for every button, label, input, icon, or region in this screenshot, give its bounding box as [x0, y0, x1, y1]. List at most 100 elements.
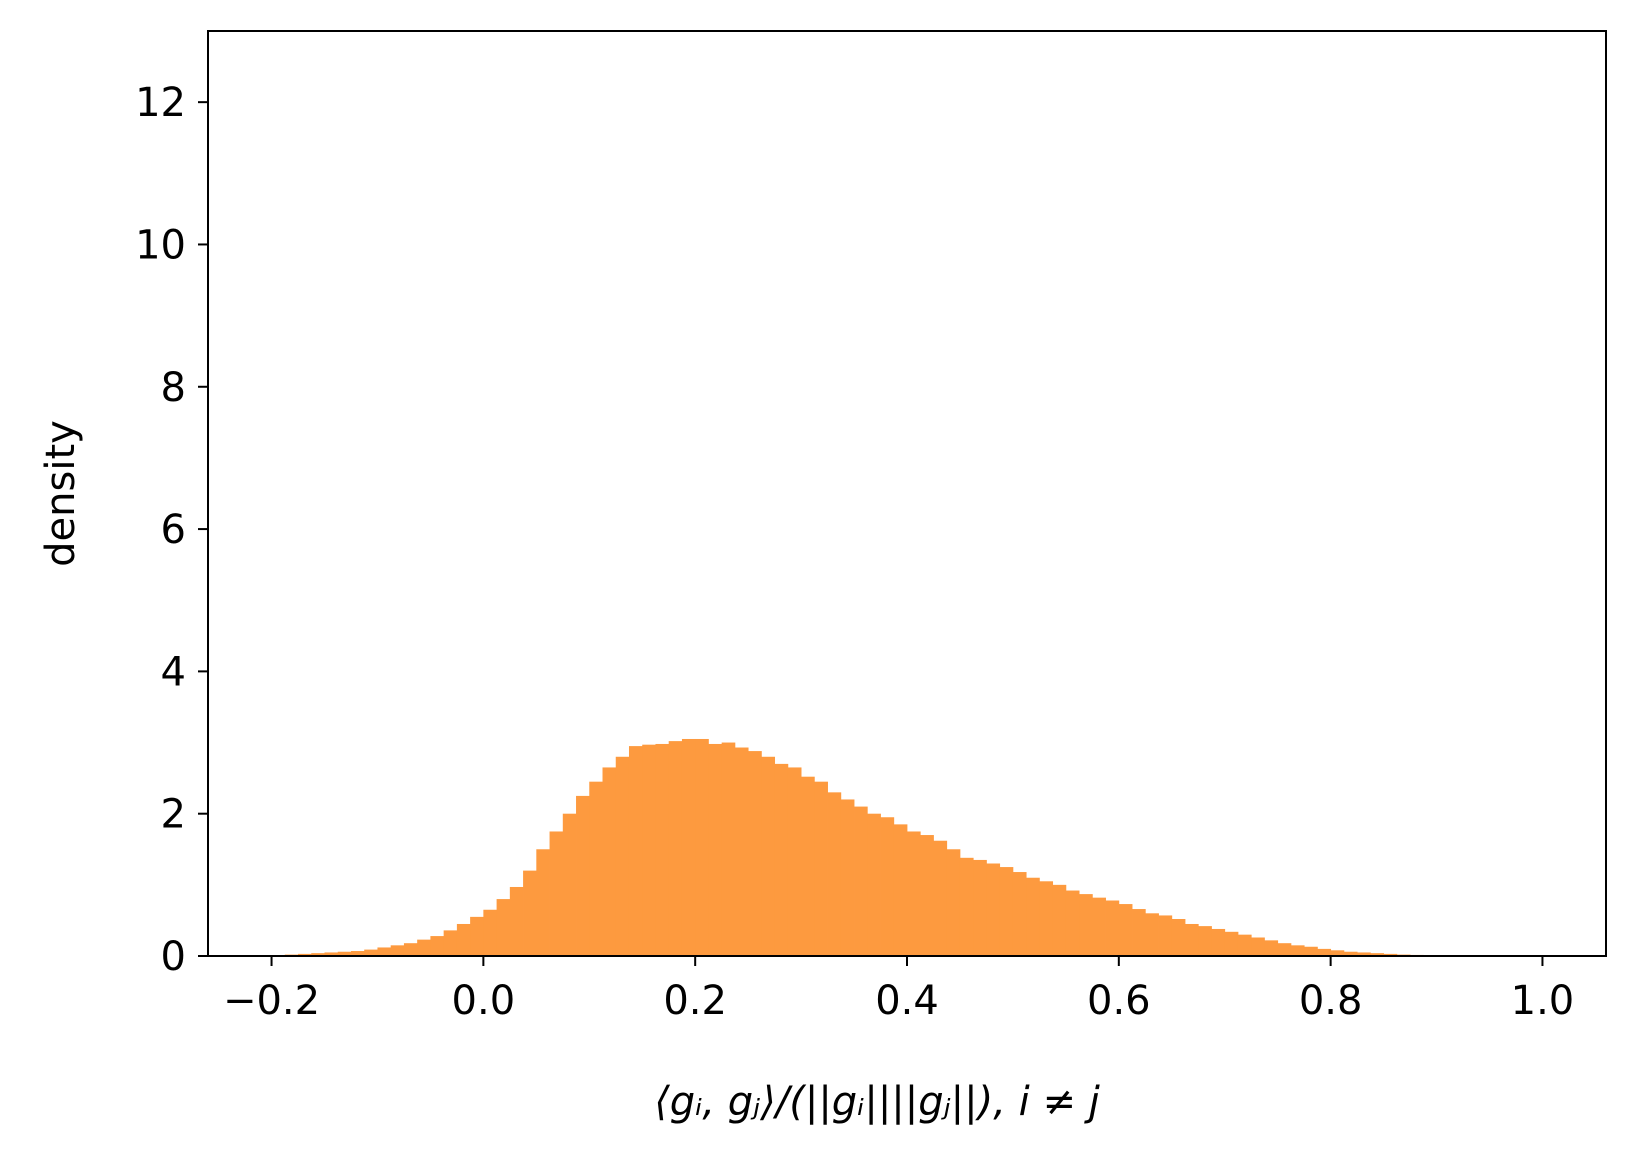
histogram-bar	[602, 767, 617, 956]
histogram-bar	[615, 756, 630, 956]
histogram-bar	[509, 886, 524, 956]
histogram-bar	[628, 746, 643, 956]
histogram-bar	[695, 738, 709, 956]
histogram-bar	[867, 813, 881, 956]
histogram-bar	[854, 806, 868, 956]
histogram-bar	[1105, 900, 1120, 956]
histogram-bar	[1370, 953, 1384, 956]
y-tick-label: 10	[135, 222, 186, 268]
histogram-bar	[1026, 877, 1040, 956]
histogram-bar	[1158, 915, 1173, 956]
histogram-bar	[324, 952, 339, 956]
histogram-bar	[1211, 928, 1226, 956]
histogram-bar	[920, 835, 934, 956]
histogram-bar	[1383, 953, 1398, 956]
histogram-bar	[907, 831, 921, 956]
histogram-bar	[1330, 950, 1345, 956]
histogram-bar	[1052, 884, 1067, 956]
histogram-bar	[576, 795, 590, 956]
y-tick-label: 6	[161, 507, 186, 553]
histogram-bar	[337, 951, 352, 956]
plot-frame	[207, 30, 1607, 957]
histogram-bar	[999, 867, 1014, 956]
histogram-bar	[403, 943, 418, 956]
histogram-bar	[946, 849, 961, 956]
histogram-bar	[430, 936, 445, 956]
y-axis-ticks: 0 2 4 6 8 10 12	[135, 80, 208, 980]
histogram-bar	[986, 863, 1001, 956]
histogram-bar	[496, 899, 511, 956]
x-tick-label: 0.8	[1299, 978, 1363, 1024]
histogram-bar	[1317, 948, 1332, 956]
histogram-bar	[311, 953, 325, 956]
histogram-bar	[562, 813, 577, 956]
histogram-bar	[1357, 952, 1371, 956]
histogram-bar	[827, 792, 842, 956]
histogram-bar	[1132, 909, 1146, 956]
x-tick-label: 0.0	[452, 978, 516, 1024]
histogram-bar	[1092, 897, 1106, 956]
histogram-bar	[589, 781, 603, 956]
histogram-bar	[1185, 923, 1199, 956]
histogram-bar	[1264, 940, 1279, 956]
histogram-bar	[1065, 890, 1080, 956]
histogram-bar	[443, 930, 458, 956]
histogram-bar	[959, 857, 974, 956]
x-tick-label: −0.2	[223, 978, 320, 1024]
y-tick-label: 0	[161, 934, 186, 980]
x-tick-label: 0.4	[875, 978, 939, 1024]
y-axis-label: density	[38, 420, 84, 567]
histogram-bar	[681, 738, 696, 956]
histogram-bar	[734, 747, 749, 956]
histogram-bar	[470, 916, 484, 956]
histogram-bar	[933, 840, 948, 956]
histogram-bar	[787, 767, 802, 956]
x-axis-label: ⟨gᵢ, gⱼ⟩/(||gᵢ||||gⱼ||), i ≠ j	[654, 1079, 1100, 1125]
x-axis-ticks: −0.2 0.0 0.2 0.4 0.6 0.8 1.0	[223, 956, 1574, 1024]
histogram-bar	[377, 947, 392, 956]
histogram-bar	[840, 799, 855, 956]
histogram-bar	[298, 953, 312, 956]
histogram-bar	[523, 870, 537, 956]
histogram-bar	[1290, 945, 1305, 956]
histogram-bar	[973, 859, 987, 956]
histogram-bar	[483, 909, 498, 956]
y-tick-label: 2	[161, 792, 186, 838]
histogram-bars	[271, 738, 1504, 956]
histogram-bar	[1224, 931, 1239, 956]
histogram-bar	[1237, 934, 1252, 956]
histogram-bar	[1343, 951, 1358, 956]
histogram-bar	[1198, 926, 1212, 956]
histogram-bar	[801, 776, 815, 956]
histogram-bar	[1118, 904, 1133, 956]
histogram-bar	[1277, 943, 1292, 956]
histogram-bar	[893, 824, 908, 956]
histogram-bar	[390, 945, 405, 956]
x-tick-label: 0.2	[663, 978, 727, 1024]
histogram-bar	[642, 744, 656, 956]
histogram-bar	[350, 951, 365, 956]
histogram-bar	[536, 849, 550, 956]
histogram-bar	[456, 923, 471, 956]
histogram-bar	[668, 741, 683, 956]
histogram-bar	[1079, 894, 1093, 956]
y-tick-label: 8	[161, 365, 186, 411]
y-tick-label: 12	[135, 80, 186, 126]
histogram-bar	[814, 781, 828, 956]
histogram-bar	[761, 756, 776, 956]
histogram-bar	[1039, 881, 1054, 956]
histogram-bar	[774, 763, 789, 956]
histogram-bar	[1251, 937, 1265, 956]
x-tick-label: 0.6	[1087, 978, 1151, 1024]
histogram-bar	[417, 939, 431, 956]
histogram-bar	[1171, 919, 1186, 956]
histogram-bar	[880, 817, 895, 956]
histogram-bar	[721, 742, 736, 956]
histogram-bar	[655, 743, 670, 956]
histogram-bar	[748, 751, 762, 956]
histogram-bar	[708, 743, 723, 956]
histogram-bar	[549, 831, 564, 956]
histogram-bar	[1012, 872, 1027, 956]
x-tick-label: 1.0	[1511, 978, 1575, 1024]
